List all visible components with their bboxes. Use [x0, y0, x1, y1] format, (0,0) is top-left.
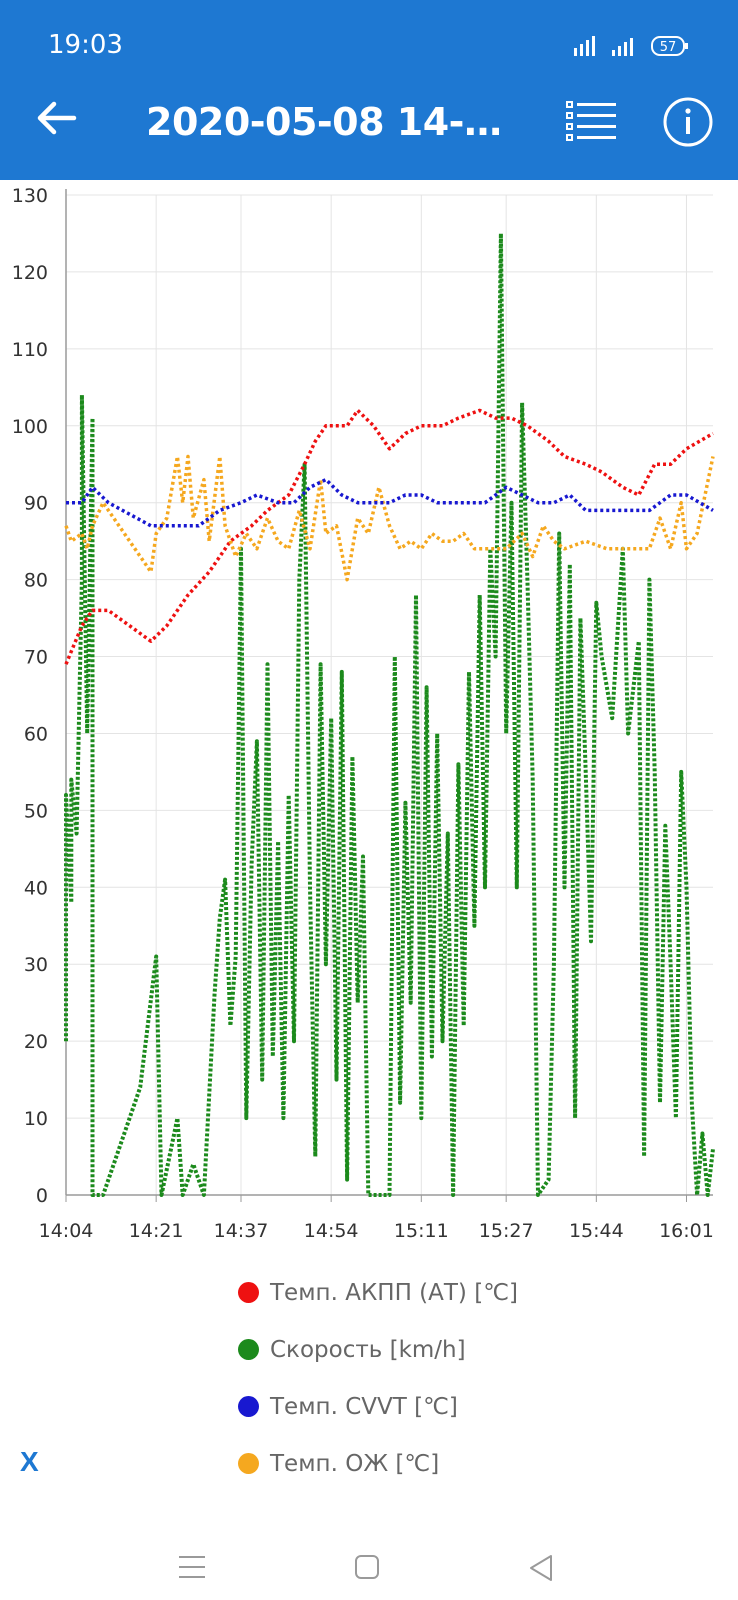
x-tick-label: 15:27	[479, 1220, 534, 1242]
page-title: 2020-05-08 14-04-…	[146, 100, 526, 144]
app-bar: 19:03 57 2020-05-08 14-04-…	[0, 0, 738, 180]
legend-label: Темп. ОЖ [℃]	[270, 1450, 440, 1477]
status-time: 19:03	[48, 30, 123, 60]
y-tick-label: 60	[24, 723, 48, 745]
y-tick-label: 90	[24, 493, 48, 515]
y-tick-label: 70	[24, 647, 48, 669]
y-tick-label: 40	[24, 877, 48, 899]
y-tick-label: 110	[12, 339, 48, 361]
x-tick-label: 15:44	[569, 1220, 624, 1242]
back-triangle-icon[interactable]	[528, 1554, 554, 1582]
legend-dot-green	[238, 1339, 259, 1360]
y-tick-label: 100	[12, 416, 48, 438]
legend-dot-red	[238, 1282, 259, 1303]
back-arrow-icon[interactable]	[34, 96, 78, 140]
battery-level: 57	[660, 40, 677, 55]
x-tick-label: 14:21	[129, 1220, 184, 1242]
chart-legend: Темп. АКПП (АТ) [℃] Скорость [km/h] Темп…	[238, 1264, 518, 1492]
y-tick-label: 120	[12, 262, 48, 284]
x-tick-label: 16:01	[659, 1220, 714, 1242]
y-tick-label: 20	[24, 1031, 48, 1053]
legend-item-cvvt-temp[interactable]: Темп. CVVT [℃]	[238, 1378, 518, 1435]
legend-item-at-temp[interactable]: Темп. АКПП (АТ) [℃]	[238, 1264, 518, 1321]
x-tick-label: 14:54	[304, 1220, 359, 1242]
series-line-3	[64, 454, 715, 582]
info-icon[interactable]	[662, 96, 714, 148]
series-line-2	[66, 477, 714, 528]
legend-item-speed[interactable]: Скорость [km/h]	[238, 1321, 518, 1378]
series-line-1	[64, 231, 715, 1197]
y-tick-label: 10	[24, 1108, 48, 1130]
status-icons: 57	[574, 36, 688, 56]
series-line-0	[64, 408, 714, 665]
legend-dot-orange	[238, 1453, 259, 1474]
legend-item-coolant-temp[interactable]: Темп. ОЖ [℃]	[238, 1435, 518, 1492]
home-icon[interactable]	[354, 1554, 380, 1580]
legend-label: Скорость [km/h]	[270, 1336, 466, 1363]
y-tick-label: 80	[24, 570, 48, 592]
x-tick-label: 14:04	[39, 1220, 94, 1242]
y-tick-label: 30	[24, 954, 48, 976]
y-tick-label: 130	[12, 185, 48, 207]
legend-close-button[interactable]: X	[20, 1446, 39, 1477]
y-tick-label: 50	[24, 800, 48, 822]
system-nav-bar	[0, 1540, 738, 1600]
y-tick-label: 0	[36, 1185, 48, 1207]
legend-label: Темп. CVVT [℃]	[270, 1393, 458, 1420]
list-icon[interactable]	[566, 100, 618, 142]
legend-label: Темп. АКПП (АТ) [℃]	[270, 1279, 518, 1306]
x-tick-label: 15:11	[394, 1220, 449, 1242]
menu-icon[interactable]	[178, 1554, 206, 1580]
x-tick-label: 14:37	[214, 1220, 269, 1242]
chart[interactable]: 0 10 20 30 40 50 60 70 80 90 100 110 120 130 14:04 14:2…	[0, 180, 738, 1260]
legend-dot-blue	[238, 1396, 259, 1417]
